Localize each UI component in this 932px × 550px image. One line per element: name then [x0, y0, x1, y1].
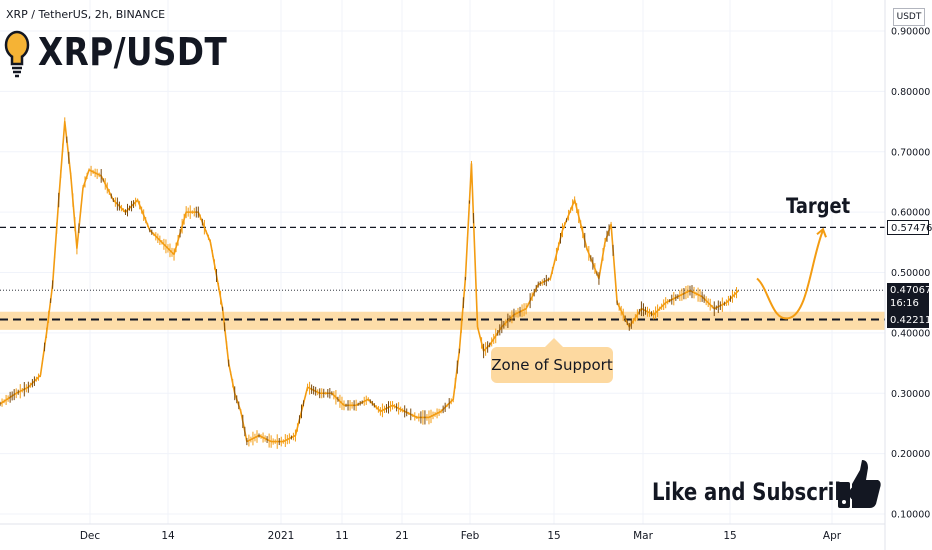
x-tick-label: 15: [723, 530, 736, 542]
projection-arrow: [756, 229, 824, 320]
x-tick-label: 11: [335, 530, 348, 542]
y-tick-label: 0.80000: [891, 87, 930, 98]
x-tick-label: 14: [161, 530, 175, 542]
x-tick-label: Apr: [823, 530, 842, 542]
x-tick-label: 21: [395, 530, 408, 542]
y-tick-label: 0.10000: [891, 510, 930, 521]
last-price-value: 0.47067: [890, 285, 932, 296]
y-tick-label: 0.90000: [891, 27, 930, 38]
chart-title: XRP/USDT: [38, 30, 228, 74]
support-price-tag: 0.42211: [887, 313, 931, 328]
x-tick-label: Mar: [633, 530, 653, 542]
time-axis: Dec 14 2021 11 21 Feb 15 Mar 15 Apr: [80, 530, 842, 542]
zone-of-support-callout: Zone of Support: [491, 338, 613, 383]
symbol-header: XRP / TetherUS, 2h, BINANCE: [6, 8, 166, 21]
x-tick-label: 15: [547, 530, 560, 542]
bar-countdown: 16:16: [890, 298, 919, 309]
thumbs-up-icon: [838, 460, 881, 508]
y-tick-label: 0.60000: [891, 208, 930, 219]
x-tick-label: Feb: [461, 530, 480, 542]
y-tick-label: 0.40000: [891, 328, 930, 339]
x-tick-label: 2021: [268, 530, 295, 542]
x-tick-label: Dec: [80, 530, 101, 542]
y-tick-label: 0.20000: [891, 449, 930, 460]
currency-unit-button[interactable]: USDT: [893, 8, 925, 26]
last-price-tag: 0.47067 16:16: [887, 283, 932, 313]
projection-arrow-head: [816, 227, 827, 238]
target-price-tag: 0.57476: [887, 220, 932, 235]
y-tick-label: 0.30000: [891, 389, 930, 400]
y-tick-label: 0.70000: [891, 147, 930, 158]
y-tick-label: 0.50000: [891, 268, 930, 279]
price-axis: 0.10000 0.20000 0.30000 0.40000 0.50000 0.600…: [891, 27, 930, 521]
like-subscribe-text: Like and Subscribe: [652, 478, 862, 506]
grid-layer: [0, 0, 885, 524]
support-zone-band: [0, 311, 885, 330]
price-series: [0, 117, 740, 449]
target-label: Target: [786, 194, 851, 218]
lightbulb-icon: [4, 30, 30, 78]
